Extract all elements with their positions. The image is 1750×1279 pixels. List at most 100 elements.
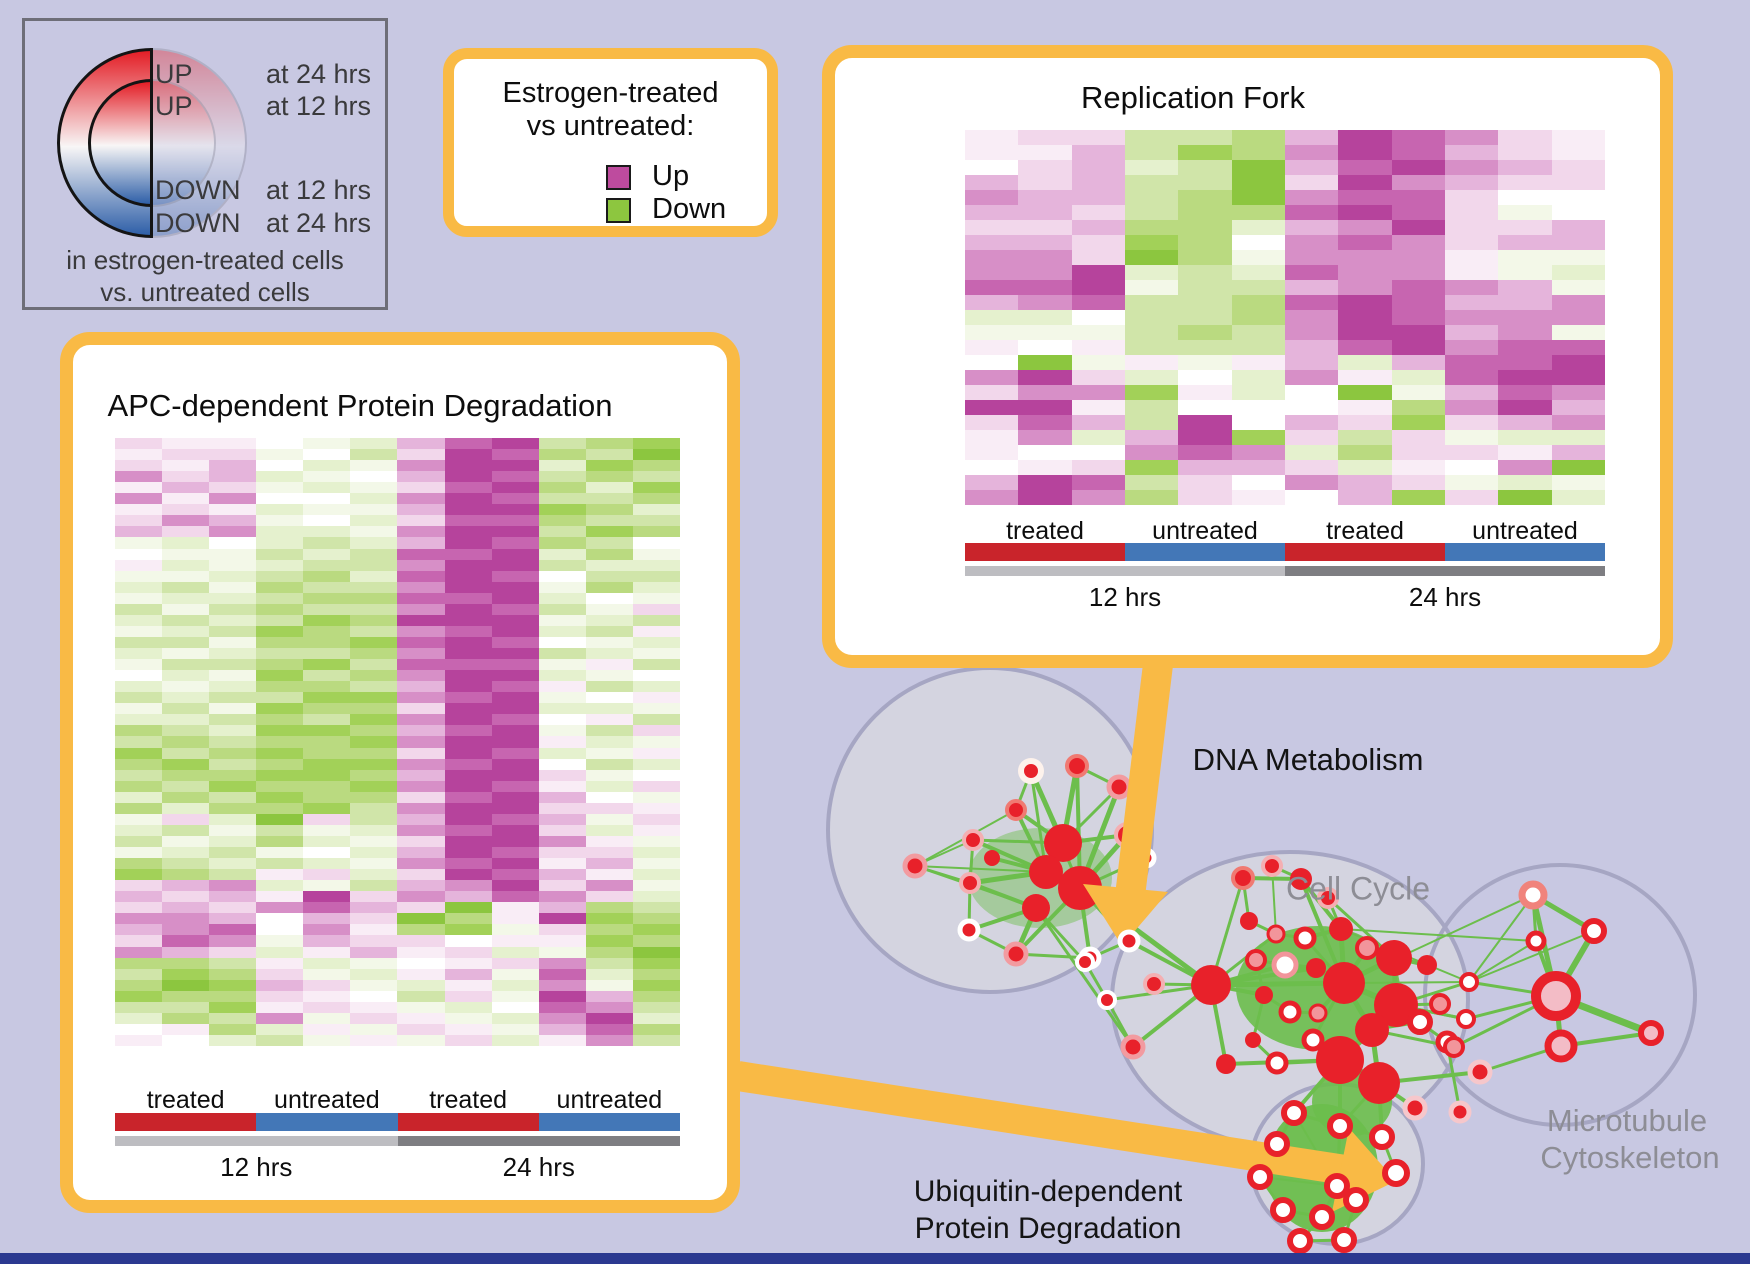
gene-node	[1293, 926, 1317, 950]
heatmap-cell	[585, 869, 633, 881]
heatmap-cell	[538, 548, 586, 560]
heatmap-cell	[965, 460, 1019, 475]
heatmap-cell	[1391, 280, 1445, 295]
heatmap-cell	[585, 581, 633, 593]
heatmap-cell	[444, 858, 492, 870]
heatmap-cell	[1124, 130, 1179, 145]
heatmap-cell	[209, 681, 257, 693]
heatmap-cell	[350, 471, 398, 483]
heatmap-cell	[1551, 175, 1605, 190]
network-label-2: Microtubule	[1546, 1103, 1708, 1138]
heatmap-cell	[350, 548, 398, 560]
heatmap-cell	[209, 482, 257, 494]
color-key-title-line1: Estrogen-treated	[502, 77, 719, 109]
heatmap-cell	[397, 758, 445, 770]
heatmap-cell	[162, 526, 210, 538]
network-label-4: Ubiquitin-dependent	[913, 1175, 1183, 1208]
heatmap-cell	[1124, 475, 1179, 490]
heatmap-cell	[585, 891, 633, 903]
heatmap-cell	[1231, 490, 1285, 505]
heatmap-cell	[585, 703, 633, 715]
heatmap-cell	[162, 548, 210, 560]
heatmap-cell	[1551, 325, 1605, 340]
heatmap-cell	[303, 460, 351, 472]
heatmap-cell	[397, 736, 445, 748]
heatmap-cell	[397, 725, 445, 737]
heatmap-cell	[162, 1012, 210, 1024]
heatmap-cell	[256, 482, 304, 494]
heatmap-cell	[491, 869, 539, 881]
heatmap-cell	[1444, 145, 1499, 160]
heatmap-cell	[632, 1034, 680, 1046]
network-edge	[1340, 928, 1537, 942]
heatmap-cell	[491, 780, 539, 792]
heatmap-cell	[350, 714, 398, 726]
heatmap-cell	[1231, 445, 1285, 460]
heatmap-cell	[1444, 490, 1499, 505]
heatmap-cell	[256, 526, 304, 538]
heatmap-cell	[209, 913, 257, 925]
heatmap-cell	[115, 725, 163, 737]
heatmap-cell	[444, 504, 492, 516]
heatmap-cell	[162, 592, 210, 604]
gene-node	[1355, 936, 1379, 960]
heatmap-cell	[1498, 250, 1552, 265]
heatmap-cell	[632, 758, 680, 770]
heatmap-cell	[1391, 235, 1445, 250]
heatmap-cell	[585, 438, 633, 450]
heatmap-cell	[115, 659, 163, 671]
heatmap-cell	[491, 968, 539, 980]
heatmap-cell	[162, 924, 210, 936]
heatmap-cell	[491, 747, 539, 759]
heatmap-cell	[1018, 355, 1072, 370]
gene-node	[1097, 990, 1117, 1010]
heatmap-cell	[1124, 325, 1179, 340]
heatmap-cell	[1284, 415, 1339, 430]
heatmap-cell	[256, 648, 304, 660]
heatmap-cell	[444, 802, 492, 814]
heatmap-cell	[585, 471, 633, 483]
heatmap-cell	[1231, 130, 1285, 145]
heatmap-cell	[397, 935, 445, 947]
heatmap-cell	[1551, 475, 1605, 490]
heatmap-cell	[350, 1001, 398, 1013]
heatmap-cell	[491, 614, 539, 626]
heatmap-cell	[162, 802, 210, 814]
heatmap-cell	[491, 769, 539, 781]
heatmap-cell	[256, 471, 304, 483]
heatmap-cell	[350, 504, 398, 516]
heatmap-cell	[1444, 265, 1499, 280]
heatmap-cell	[538, 902, 586, 914]
heatmap-cell	[115, 692, 163, 704]
heatmap-cell	[1391, 145, 1445, 160]
time-bar-24hrs	[397, 1136, 680, 1146]
heatmap-cell	[256, 935, 304, 947]
heatmap-cell	[491, 791, 539, 803]
heatmap-cell	[209, 880, 257, 892]
heatmap-cell	[303, 769, 351, 781]
heatmap-cell	[1444, 415, 1499, 430]
heatmap-cell	[115, 681, 163, 693]
heatmap-cell	[444, 692, 492, 704]
heatmap-cell	[965, 370, 1019, 385]
heatmap-cell	[538, 460, 586, 472]
heatmap-cell	[115, 835, 163, 848]
heatmap-cell	[162, 869, 210, 881]
heatmap-cell	[256, 1034, 304, 1046]
heatmap-cell	[632, 824, 680, 836]
heatmap-cell	[444, 758, 492, 770]
heatmap-cell	[397, 1023, 445, 1035]
heatmap-cell	[1018, 325, 1072, 340]
heatmap-cell	[1018, 415, 1072, 430]
heatmap-cell	[162, 714, 210, 726]
heatmap-cell	[397, 471, 445, 483]
heatmap-cell	[115, 504, 163, 516]
network-edge	[1271, 865, 1277, 935]
heatmap-cell	[538, 636, 586, 649]
heatmap-cell	[444, 780, 492, 792]
heatmap-cell	[585, 460, 633, 472]
heatmap-cell	[115, 570, 163, 582]
heatmap-cell	[632, 1023, 680, 1035]
gene-node	[1290, 868, 1312, 890]
